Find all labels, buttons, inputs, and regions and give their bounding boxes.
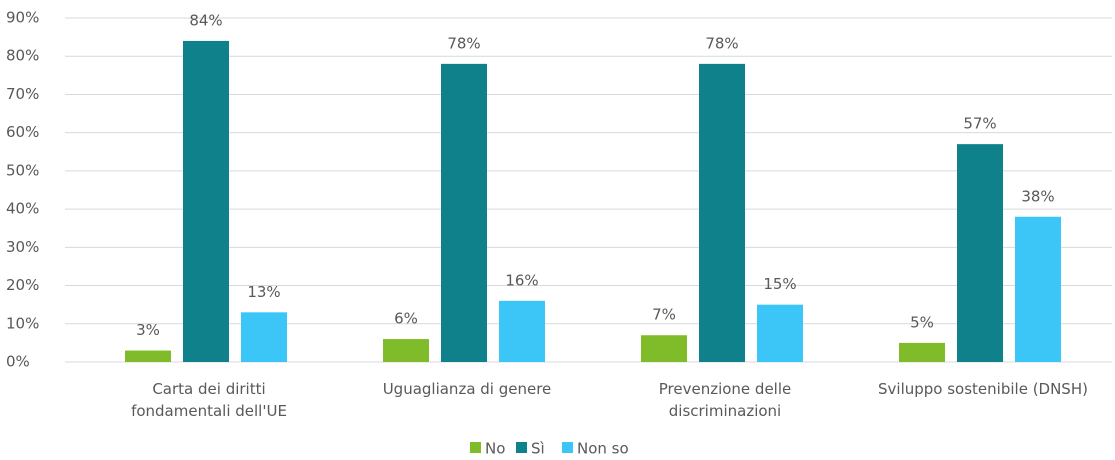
y-tick-label: 90% bbox=[6, 9, 39, 27]
data-label: 13% bbox=[247, 283, 280, 301]
data-label: 3% bbox=[136, 321, 160, 339]
bar bbox=[957, 144, 1003, 362]
y-tick-label: 50% bbox=[6, 161, 39, 179]
bar bbox=[441, 63, 487, 362]
legend-swatch bbox=[470, 442, 481, 453]
data-label: 5% bbox=[910, 313, 934, 331]
data-label: 78% bbox=[705, 34, 738, 52]
y-tick-label: 70% bbox=[6, 85, 39, 103]
data-label: 6% bbox=[394, 310, 418, 328]
data-label: 78% bbox=[447, 34, 480, 52]
y-tick-label: 30% bbox=[6, 238, 39, 256]
bar bbox=[499, 300, 545, 362]
data-label: 57% bbox=[963, 115, 996, 133]
y-tick-label: 20% bbox=[6, 276, 39, 294]
data-label: 7% bbox=[652, 306, 676, 324]
bar bbox=[183, 40, 229, 362]
y-tick-label: 60% bbox=[6, 123, 39, 141]
bar bbox=[383, 339, 429, 362]
y-tick-label: 40% bbox=[6, 200, 39, 218]
x-tick-label: Prevenzione delle discriminazioni bbox=[659, 380, 792, 420]
y-tick-label: 0% bbox=[6, 353, 30, 371]
data-label: 16% bbox=[505, 271, 538, 289]
bar bbox=[241, 312, 287, 362]
legend-swatch bbox=[516, 442, 527, 453]
bar bbox=[1015, 216, 1061, 362]
y-tick-label: 10% bbox=[6, 314, 39, 332]
data-label: 84% bbox=[189, 11, 222, 29]
x-tick-label: Sviluppo sostenibile (DNSH) bbox=[878, 380, 1088, 398]
x-tick-label: Uguaglianza di genere bbox=[383, 380, 552, 398]
x-tick-label: Carta dei diritti fondamentali dell'UE bbox=[131, 380, 287, 420]
bar bbox=[899, 342, 945, 362]
data-label: 38% bbox=[1021, 187, 1054, 205]
legend-label: No bbox=[485, 440, 505, 458]
legend-label: Sì bbox=[531, 440, 545, 458]
legend-swatch bbox=[562, 442, 573, 453]
bar bbox=[125, 350, 171, 362]
data-label: 15% bbox=[763, 275, 796, 293]
bar bbox=[699, 63, 745, 362]
legend-label: Non so bbox=[577, 440, 629, 458]
y-tick-label: 80% bbox=[6, 47, 39, 65]
bar bbox=[757, 304, 803, 362]
bar bbox=[641, 335, 687, 362]
